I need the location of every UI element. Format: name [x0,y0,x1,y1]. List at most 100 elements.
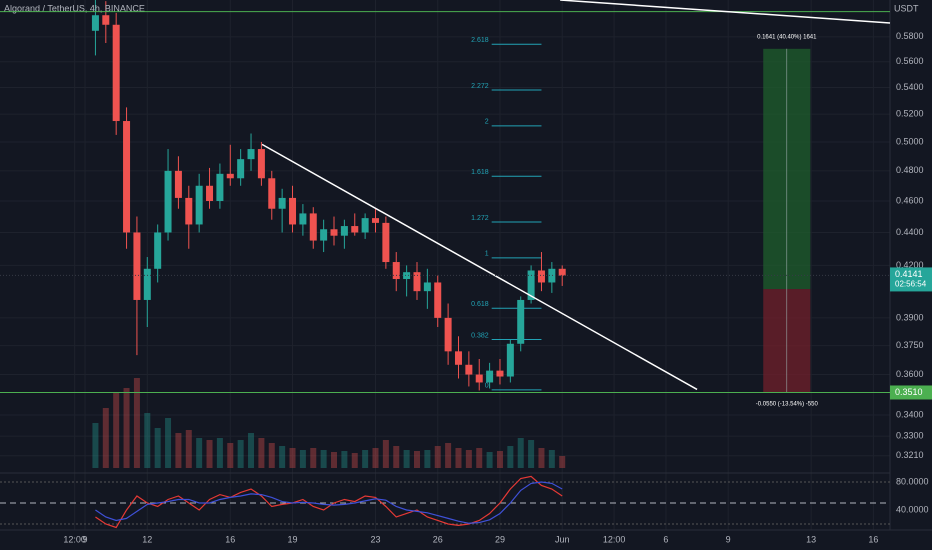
candle-body [91,15,99,31]
fib-label: 0 [485,383,489,390]
candle-body [475,374,483,383]
x-tick-label: 13 [806,534,816,544]
volume-bar [445,443,452,468]
volume-bar [92,423,99,468]
x-tick-label: 26 [433,534,443,544]
fib-label: 2.272 [471,83,489,90]
target-label: 0.1641 (40.40%) 1641 [757,34,817,40]
volume-bar [372,448,379,468]
candle-body [257,149,265,179]
volume-bar [538,448,545,468]
fib-label: 1.618 [471,169,489,176]
volume-bar [248,433,255,468]
candle-body [423,282,431,292]
volume-bar [206,440,213,468]
candle-body [216,173,224,201]
candle-body [403,272,411,280]
countdown: 02:56:54 [895,280,927,289]
y-tick-label: 0.5000 [896,136,924,146]
volume-bar [154,428,161,468]
volume-bar [123,388,130,468]
candle-body [164,170,172,233]
stoch-tick-label: 80.0000 [896,476,929,486]
volume-bar [434,446,441,468]
stoch-line [95,481,563,524]
y-tick-label: 0.3400 [896,409,924,419]
candle-body [392,262,400,280]
volume-bar [548,450,555,468]
candle-body [143,268,151,300]
candle-body [226,173,234,179]
y-tick-label: 0.4200 [896,260,924,270]
volume-bar [237,440,244,468]
candle-body [517,299,525,344]
volume-bar [102,408,109,468]
volume-bar [279,446,286,468]
candle-body [486,370,494,383]
last-price-box [890,267,932,292]
candle-body [548,268,556,283]
volume-bar [455,448,462,468]
x-tick-label: 23 [370,534,380,544]
candle-body [382,222,390,263]
candle-body [506,343,514,377]
x-tick-label: 6 [663,534,668,544]
fib-label: 0.618 [471,301,489,308]
x-tick-label: 9 [83,534,88,544]
fib-label: 1.272 [471,215,489,222]
volume-bar [517,438,524,468]
candle-body [527,270,535,300]
volume-bar [507,446,514,468]
y-tick-label: 0.3750 [896,340,924,350]
candle-body [496,370,504,377]
x-tick-label: 16 [225,534,235,544]
candle-body [361,218,369,233]
candle-body [309,213,317,241]
currency: USDT [894,3,919,13]
last-price-label: 0.4141 [895,269,923,279]
volume-bar [320,450,327,468]
candle-body [558,268,566,276]
volume-bar [144,413,151,468]
price-label-box [890,385,932,400]
y-tick-label: 0.4400 [896,227,924,237]
candle-body [102,15,110,25]
candle-body [465,364,473,375]
candle-body [174,170,182,198]
fib-label: 2 [485,119,489,126]
candle-body [434,282,442,318]
candle-body [195,185,203,225]
x-tick-label: 16 [868,534,878,544]
volume-bar [331,452,338,468]
volume-bar [133,378,140,468]
volume-bar [310,448,317,468]
candle-body [330,229,338,236]
trendline [560,0,891,24]
y-tick-label: 0.4600 [896,195,924,205]
volume-bar [362,450,369,468]
candle-body [340,226,348,236]
candle-body [185,197,193,225]
volume-bar [299,450,306,468]
volume-bar [175,433,182,468]
candle-body [320,229,328,241]
volume-bar [424,450,431,468]
volume-bar [113,393,120,468]
y-tick-label: 0.3300 [896,431,924,441]
y-tick-label: 0.4800 [896,165,924,175]
volume-bar [528,440,535,468]
volume-bar [268,443,275,468]
candle-body [154,232,162,269]
stop-label: -0.0550 (-13.54%) -550 [756,402,819,408]
x-tick-label: 19 [288,534,298,544]
candle-body [247,149,255,160]
candle-body [268,178,276,209]
y-tick-label: 0.3210 [896,450,924,460]
volume-bar [216,438,223,468]
candle-body [278,197,286,209]
y-tick-label: 0.5600 [896,56,924,66]
volume-bar [196,438,203,468]
y-tick-label: 0.3900 [896,312,924,322]
price-label: 0.3510 [895,387,923,397]
